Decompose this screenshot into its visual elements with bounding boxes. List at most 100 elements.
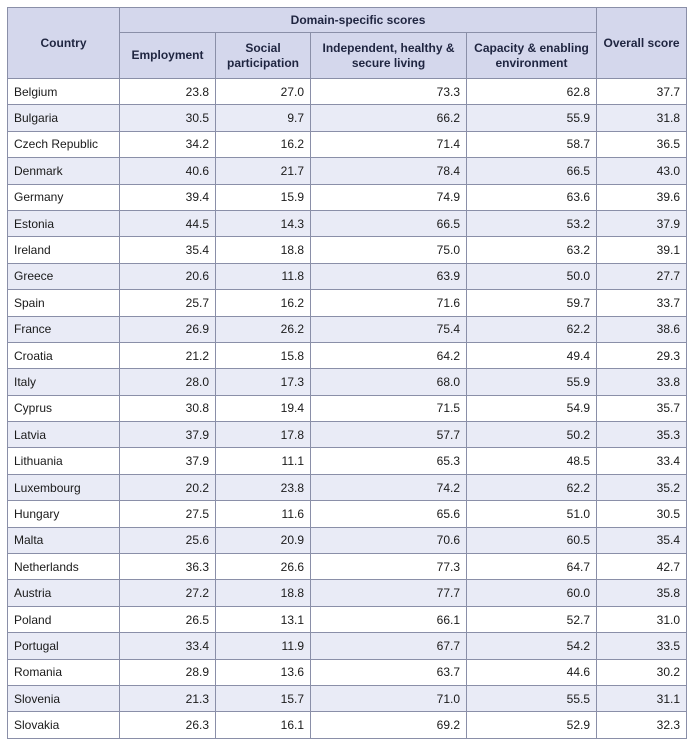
cell-capacity-environment: 44.6 xyxy=(465,658,598,686)
cell-employment: 35.4 xyxy=(119,236,216,264)
cell-overall: 30.5 xyxy=(596,500,688,528)
cell-employment: 27.2 xyxy=(119,579,216,607)
cell-overall: 35.3 xyxy=(596,421,688,449)
cell-overall: 32.3 xyxy=(596,711,688,739)
cell-employment: 33.4 xyxy=(119,632,216,660)
cell-social-participation: 18.8 xyxy=(215,236,311,264)
cell-employment: 26.9 xyxy=(119,315,216,343)
cell-independent-living: 71.4 xyxy=(310,130,467,159)
table-row: Slovakia 26.3 16.1 69.2 52.9 32.3 xyxy=(7,711,688,739)
cell-social-participation: 17.8 xyxy=(215,421,311,449)
cell-capacity-environment: 62.8 xyxy=(465,77,598,106)
cell-independent-living: 65.3 xyxy=(310,447,467,475)
cell-social-participation: 26.6 xyxy=(215,553,311,581)
score-table: Country Domain-specific scores Overall s… xyxy=(7,7,688,739)
cell-social-participation: 9.7 xyxy=(215,104,311,132)
cell-country: Latvia xyxy=(7,421,120,449)
cell-country: Estonia xyxy=(7,209,120,238)
cell-independent-living: 71.0 xyxy=(310,684,467,713)
cell-overall: 33.4 xyxy=(596,447,688,475)
cell-overall: 30.2 xyxy=(596,658,688,686)
cell-country: Italy xyxy=(7,368,120,396)
cell-independent-living: 66.2 xyxy=(310,104,467,132)
header-independent-living: Independent, healthy & secure living xyxy=(310,32,467,79)
header-domain-group: Domain-specific scores xyxy=(118,7,598,33)
cell-country: Slovakia xyxy=(7,711,120,739)
table-row: Ireland 35.4 18.8 75.0 63.2 39.1 xyxy=(7,236,688,264)
table-row: Netherlands 36.3 26.6 77.3 64.7 42.7 xyxy=(7,553,688,581)
cell-overall: 38.6 xyxy=(596,315,688,343)
cell-overall: 39.1 xyxy=(596,236,688,264)
cell-social-participation: 18.8 xyxy=(215,579,311,607)
cell-employment: 40.6 xyxy=(119,157,216,185)
cell-social-participation: 11.8 xyxy=(215,262,311,291)
header-country: Country xyxy=(7,7,120,79)
cell-country: France xyxy=(7,315,120,343)
cell-capacity-environment: 51.0 xyxy=(465,500,598,528)
cell-employment: 26.3 xyxy=(119,711,216,739)
cell-social-participation: 16.2 xyxy=(215,130,311,159)
table-row: Bulgaria 30.5 9.7 66.2 55.9 31.8 xyxy=(7,104,688,132)
cell-capacity-environment: 53.2 xyxy=(465,209,598,238)
cell-country: Spain xyxy=(7,289,120,317)
cell-employment: 20.6 xyxy=(119,262,216,291)
table-row: Luxembourg 20.2 23.8 74.2 62.2 35.2 xyxy=(7,473,688,502)
cell-country: Slovenia xyxy=(7,684,120,713)
cell-employment: 25.7 xyxy=(119,289,216,317)
cell-social-participation: 13.6 xyxy=(215,658,311,686)
cell-capacity-environment: 52.9 xyxy=(465,711,598,739)
cell-country: Croatia xyxy=(7,341,120,370)
cell-capacity-environment: 63.2 xyxy=(465,236,598,264)
cell-country: Malta xyxy=(7,526,120,555)
cell-country: Denmark xyxy=(7,157,120,185)
table-row: Hungary 27.5 11.6 65.6 51.0 30.5 xyxy=(7,500,688,528)
cell-country: Poland xyxy=(7,605,120,634)
cell-employment: 27.5 xyxy=(119,500,216,528)
table-row: Latvia 37.9 17.8 57.7 50.2 35.3 xyxy=(7,421,688,449)
cell-capacity-environment: 55.9 xyxy=(465,104,598,132)
cell-country: Ireland xyxy=(7,236,120,264)
cell-country: Austria xyxy=(7,579,120,607)
cell-employment: 21.3 xyxy=(119,684,216,713)
table-row: Portugal 33.4 11.9 67.7 54.2 33.5 xyxy=(7,632,688,660)
cell-employment: 37.9 xyxy=(119,447,216,475)
table-row: Austria 27.2 18.8 77.7 60.0 35.8 xyxy=(7,579,688,607)
cell-country: Netherlands xyxy=(7,553,120,581)
cell-capacity-environment: 64.7 xyxy=(465,553,598,581)
table-row: Croatia 21.2 15.8 64.2 49.4 29.3 xyxy=(7,341,688,370)
cell-social-participation: 11.9 xyxy=(215,632,311,660)
cell-employment: 39.4 xyxy=(119,183,216,211)
cell-employment: 30.5 xyxy=(119,104,216,132)
cell-capacity-environment: 48.5 xyxy=(465,447,598,475)
cell-capacity-environment: 52.7 xyxy=(465,605,598,634)
table-row: France 26.9 26.2 75.4 62.2 38.6 xyxy=(7,315,688,343)
cell-employment: 28.9 xyxy=(119,658,216,686)
cell-employment: 36.3 xyxy=(119,553,216,581)
cell-country: Portugal xyxy=(7,632,120,660)
cell-overall: 29.3 xyxy=(596,341,688,370)
table-header: Country Domain-specific scores Overall s… xyxy=(7,7,688,79)
cell-independent-living: 73.3 xyxy=(310,77,467,106)
score-table-container: Country Domain-specific scores Overall s… xyxy=(7,7,688,739)
table-row: Greece 20.6 11.8 63.9 50.0 27.7 xyxy=(7,262,688,291)
header-overall: Overall score xyxy=(596,7,688,79)
cell-overall: 37.9 xyxy=(596,209,688,238)
cell-independent-living: 75.0 xyxy=(310,236,467,264)
cell-employment: 30.8 xyxy=(119,394,216,423)
cell-independent-living: 78.4 xyxy=(310,157,467,185)
cell-social-participation: 15.9 xyxy=(215,183,311,211)
cell-overall: 42.7 xyxy=(596,553,688,581)
cell-capacity-environment: 62.2 xyxy=(465,315,598,343)
cell-capacity-environment: 50.2 xyxy=(465,421,598,449)
cell-employment: 37.9 xyxy=(119,421,216,449)
cell-independent-living: 68.0 xyxy=(310,368,467,396)
cell-social-participation: 14.3 xyxy=(215,209,311,238)
cell-country: Greece xyxy=(7,262,120,291)
cell-employment: 34.2 xyxy=(119,130,216,159)
cell-overall: 37.7 xyxy=(596,77,688,106)
table-body: Belgium 23.8 27.0 73.3 62.8 37.7 Bulgaria 30.5 9… xyxy=(7,77,688,739)
cell-independent-living: 75.4 xyxy=(310,315,467,343)
cell-overall: 31.8 xyxy=(596,104,688,132)
cell-capacity-environment: 59.7 xyxy=(465,289,598,317)
cell-capacity-environment: 50.0 xyxy=(465,262,598,291)
